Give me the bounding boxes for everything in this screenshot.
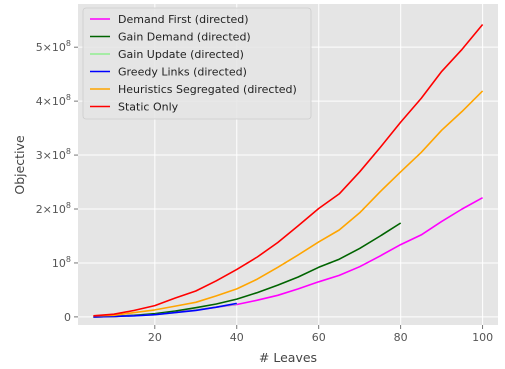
y-tick-label-base: 4×10 (36, 95, 66, 108)
series-line-4 (93, 90, 484, 317)
x-tick-label: 80 (394, 331, 408, 344)
y-tick-label: 5×108 (36, 39, 71, 54)
x-tick-label: 40 (230, 331, 244, 344)
y-tick-label-base: 3×10 (36, 149, 66, 162)
legend-entry: Heuristics Segregated (directed) (118, 83, 297, 96)
series-line-5 (93, 23, 484, 317)
legend-entry: Gain Demand (directed) (118, 31, 251, 44)
legend-entry: Demand First (directed) (118, 13, 249, 26)
y-tick-label: 108 (52, 255, 71, 270)
y-tick-label-exponent: 8 (66, 147, 71, 156)
legend: Demand First (directed) Gain Demand (dire… (82, 7, 312, 120)
y-tick-label: 3×108 (36, 147, 71, 162)
y-tick-label-exponent: 8 (66, 93, 71, 102)
y-tick-label: 2×108 (36, 201, 71, 216)
legend-entry: Greedy Links (directed) (118, 66, 247, 79)
x-axis-ticks: 20 40 60 80 100 (148, 325, 493, 344)
x-tick-label: 100 (472, 331, 493, 344)
x-tick-label: 20 (148, 331, 162, 344)
series-line-3 (93, 302, 237, 318)
y-axis-label: Objective (12, 135, 27, 195)
x-tick-label: 60 (312, 331, 326, 344)
y-tick-label: 0 (64, 311, 71, 324)
legend-entry: Static Only (118, 101, 179, 114)
y-tick-label-base: 5×10 (36, 41, 66, 54)
y-tick-label-base: 10 (52, 257, 66, 270)
y-tick-label: 4×108 (36, 93, 71, 108)
y-tick-label-base: 0 (64, 311, 71, 324)
y-tick-label-exponent: 8 (66, 201, 71, 210)
y-tick-label-exponent: 8 (66, 39, 71, 48)
y-tick-label-base: 2×10 (36, 203, 66, 216)
legend-box (82, 7, 312, 120)
series-lines (93, 23, 484, 318)
legend-entry: Gain Update (directed) (118, 48, 244, 61)
x-axis-label: # Leaves (259, 350, 317, 365)
y-tick-label-exponent: 8 (66, 255, 71, 264)
